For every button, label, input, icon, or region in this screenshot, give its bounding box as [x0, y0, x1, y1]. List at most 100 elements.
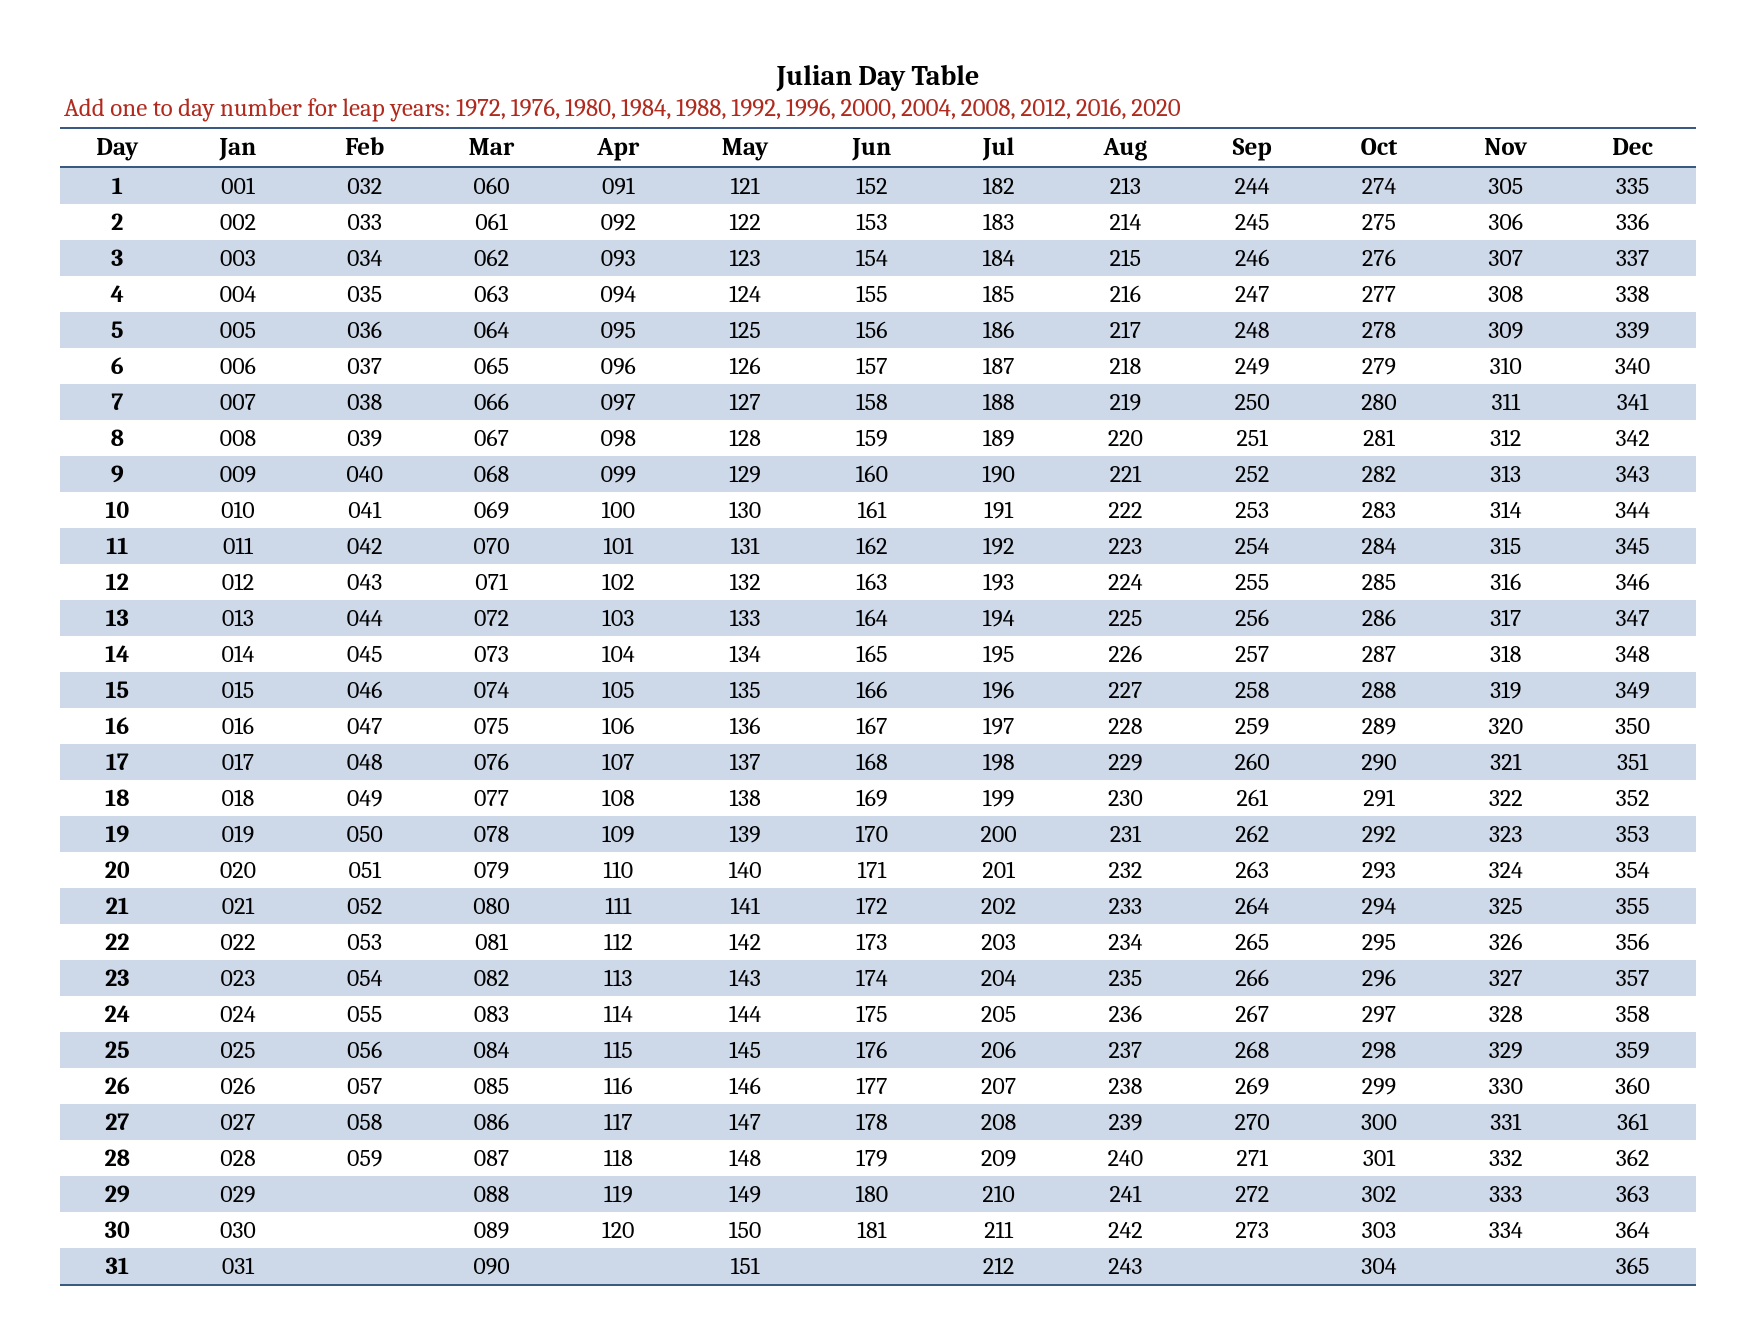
- value-cell: 266: [1189, 960, 1316, 996]
- value-cell: 336: [1569, 204, 1696, 240]
- value-cell: 145: [682, 1032, 809, 1068]
- value-cell: 113: [555, 960, 682, 996]
- value-cell: 088: [428, 1176, 555, 1212]
- value-cell: 289: [1316, 708, 1443, 744]
- value-cell: 151: [682, 1248, 809, 1285]
- value-cell: 274: [1316, 167, 1443, 204]
- value-cell: 149: [682, 1176, 809, 1212]
- value-cell: 190: [935, 456, 1062, 492]
- col-header-may: May: [682, 128, 809, 167]
- value-cell: 168: [808, 744, 935, 780]
- value-cell: 258: [1189, 672, 1316, 708]
- value-cell: [1442, 1248, 1569, 1285]
- value-cell: 016: [175, 708, 302, 744]
- day-cell: 3: [60, 240, 175, 276]
- value-cell: 161: [808, 492, 935, 528]
- value-cell: 048: [301, 744, 428, 780]
- value-cell: 023: [175, 960, 302, 996]
- value-cell: 311: [1442, 384, 1569, 420]
- day-cell: 12: [60, 564, 175, 600]
- value-cell: 252: [1189, 456, 1316, 492]
- value-cell: 194: [935, 600, 1062, 636]
- value-cell: 058: [301, 1104, 428, 1140]
- julian-day-page: Julian Day Table Add one to day number f…: [0, 0, 1756, 1326]
- value-cell: 073: [428, 636, 555, 672]
- value-cell: 139: [682, 816, 809, 852]
- value-cell: 119: [555, 1176, 682, 1212]
- value-cell: 008: [175, 420, 302, 456]
- value-cell: 026: [175, 1068, 302, 1104]
- table-row: 12012043071102132163193224255285316346: [60, 564, 1696, 600]
- value-cell: 112: [555, 924, 682, 960]
- value-cell: 237: [1062, 1032, 1189, 1068]
- value-cell: 196: [935, 672, 1062, 708]
- table-row: 8008039067098128159189220251281312342: [60, 420, 1696, 456]
- value-cell: 308: [1442, 276, 1569, 312]
- value-cell: 030: [175, 1212, 302, 1248]
- value-cell: 065: [428, 348, 555, 384]
- value-cell: 240: [1062, 1140, 1189, 1176]
- value-cell: 290: [1316, 744, 1443, 780]
- value-cell: 340: [1569, 348, 1696, 384]
- julian-day-table: DayJanFebMarAprMayJunJulAugSepOctNovDec …: [60, 127, 1696, 1286]
- value-cell: 184: [935, 240, 1062, 276]
- value-cell: 318: [1442, 636, 1569, 672]
- value-cell: 297: [1316, 996, 1443, 1032]
- table-row: 11011042070101131162192223254284315345: [60, 528, 1696, 564]
- value-cell: 215: [1062, 240, 1189, 276]
- value-cell: 305: [1442, 167, 1569, 204]
- value-cell: 162: [808, 528, 935, 564]
- value-cell: 345: [1569, 528, 1696, 564]
- value-cell: 146: [682, 1068, 809, 1104]
- value-cell: 189: [935, 420, 1062, 456]
- value-cell: 251: [1189, 420, 1316, 456]
- table-row: 28028059087118148179209240271301332362: [60, 1140, 1696, 1176]
- value-cell: 047: [301, 708, 428, 744]
- value-cell: 330: [1442, 1068, 1569, 1104]
- value-cell: 046: [301, 672, 428, 708]
- value-cell: 024: [175, 996, 302, 1032]
- value-cell: 353: [1569, 816, 1696, 852]
- value-cell: 060: [428, 167, 555, 204]
- value-cell: 157: [808, 348, 935, 384]
- value-cell: 277: [1316, 276, 1443, 312]
- value-cell: 206: [935, 1032, 1062, 1068]
- day-cell: 25: [60, 1032, 175, 1068]
- value-cell: 216: [1062, 276, 1189, 312]
- value-cell: 227: [1062, 672, 1189, 708]
- value-cell: 098: [555, 420, 682, 456]
- value-cell: 244: [1189, 167, 1316, 204]
- table-row: 31031090151212243304365: [60, 1248, 1696, 1285]
- table-row: 17017048076107137168198229260290321351: [60, 744, 1696, 780]
- value-cell: 250: [1189, 384, 1316, 420]
- value-cell: 187: [935, 348, 1062, 384]
- value-cell: 041: [301, 492, 428, 528]
- table-row: 3003034062093123154184215246276307337: [60, 240, 1696, 276]
- value-cell: 286: [1316, 600, 1443, 636]
- value-cell: 232: [1062, 852, 1189, 888]
- value-cell: 319: [1442, 672, 1569, 708]
- value-cell: 140: [682, 852, 809, 888]
- value-cell: 062: [428, 240, 555, 276]
- col-header-jul: Jul: [935, 128, 1062, 167]
- value-cell: 299: [1316, 1068, 1443, 1104]
- value-cell: 136: [682, 708, 809, 744]
- value-cell: 153: [808, 204, 935, 240]
- value-cell: 071: [428, 564, 555, 600]
- value-cell: 042: [301, 528, 428, 564]
- value-cell: 114: [555, 996, 682, 1032]
- value-cell: 063: [428, 276, 555, 312]
- value-cell: 267: [1189, 996, 1316, 1032]
- value-cell: 316: [1442, 564, 1569, 600]
- value-cell: 122: [682, 204, 809, 240]
- value-cell: 173: [808, 924, 935, 960]
- value-cell: 035: [301, 276, 428, 312]
- value-cell: 261: [1189, 780, 1316, 816]
- value-cell: 083: [428, 996, 555, 1032]
- value-cell: 091: [555, 167, 682, 204]
- value-cell: 344: [1569, 492, 1696, 528]
- day-cell: 1: [60, 167, 175, 204]
- value-cell: 014: [175, 636, 302, 672]
- value-cell: 314: [1442, 492, 1569, 528]
- value-cell: 090: [428, 1248, 555, 1285]
